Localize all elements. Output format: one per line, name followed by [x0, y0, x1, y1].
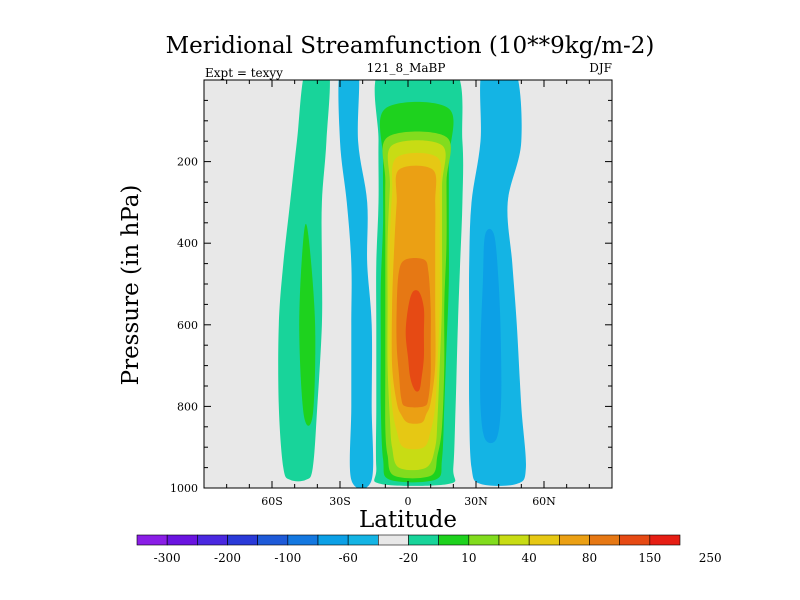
- contour-region-sh-outer-core: [299, 223, 316, 426]
- colorbar-label: 250: [699, 551, 722, 565]
- colorbar-swatch: [317, 534, 349, 546]
- colorbar-swatch: [136, 534, 168, 546]
- colorbar: -300 -200 -100 -60 -20 10 40 80 150 250: [136, 534, 722, 565]
- colorbar-label: 80: [582, 551, 597, 565]
- y-tick-label: 600: [177, 319, 198, 332]
- x-tick-label: 0: [405, 495, 412, 508]
- colorbar-swatch: [589, 534, 620, 546]
- contour-region-hadley-200: [405, 290, 425, 392]
- x-tick-label: 60S: [261, 495, 283, 508]
- colorbar-swatch: [287, 534, 319, 546]
- y-tick-label: 400: [177, 237, 198, 250]
- colorbar-swatch: [528, 534, 560, 546]
- model-label: 121_8_MaBP: [367, 61, 446, 75]
- colorbar-label: -200: [214, 551, 241, 565]
- contour-region-sh-negative-cell: [338, 80, 374, 488]
- x-tick-label: 60N: [532, 495, 556, 508]
- colorbar-label: 10: [461, 551, 476, 565]
- colorbar-swatch: [166, 534, 198, 546]
- colorbar-swatch: [408, 534, 439, 546]
- x-tick-label: 30S: [329, 495, 351, 508]
- colorbar-swatch: [227, 534, 258, 546]
- colorbar-swatch: [649, 534, 681, 546]
- colorbar-label: -20: [399, 551, 418, 565]
- expt-label: Expt = texyy: [205, 66, 283, 80]
- y-tick-label: 800: [177, 400, 198, 413]
- contour-region-nh-negative-core: [480, 228, 502, 444]
- colorbar-label: 150: [638, 551, 661, 565]
- chart-title: Meridional Streamfunction (10**9kg/m-2): [166, 33, 655, 59]
- colorbar-swatch: [619, 534, 651, 546]
- colorbar-swatch: [378, 534, 409, 546]
- colorbar-swatch: [347, 534, 379, 546]
- y-axis-title: Pressure (in hPa): [118, 185, 144, 386]
- x-axis-title: Latitude: [359, 507, 457, 533]
- colorbar-label: 40: [522, 551, 537, 565]
- season-label: DJF: [589, 61, 612, 75]
- colorbar-label: -60: [339, 551, 358, 565]
- y-tick-label: 1000: [170, 482, 198, 495]
- colorbar-swatch: [498, 534, 530, 546]
- y-tick-label: 200: [177, 156, 198, 169]
- colorbar-swatch: [468, 534, 500, 546]
- colorbar-swatch: [197, 534, 228, 546]
- plot-area: [204, 80, 612, 488]
- x-tick-label: 30N: [464, 495, 488, 508]
- colorbar-swatch: [559, 534, 590, 546]
- axes: 200 400 600 800 1000 60S 30S 0 30N 60N: [170, 79, 613, 508]
- colorbar-label: -300: [154, 551, 181, 565]
- colorbar-label: -100: [274, 551, 301, 565]
- chart-labels: Meridional Streamfunction (10**9kg/m-2) …: [118, 33, 654, 533]
- colorbar-swatch: [257, 534, 289, 546]
- colorbar-swatch: [438, 534, 470, 546]
